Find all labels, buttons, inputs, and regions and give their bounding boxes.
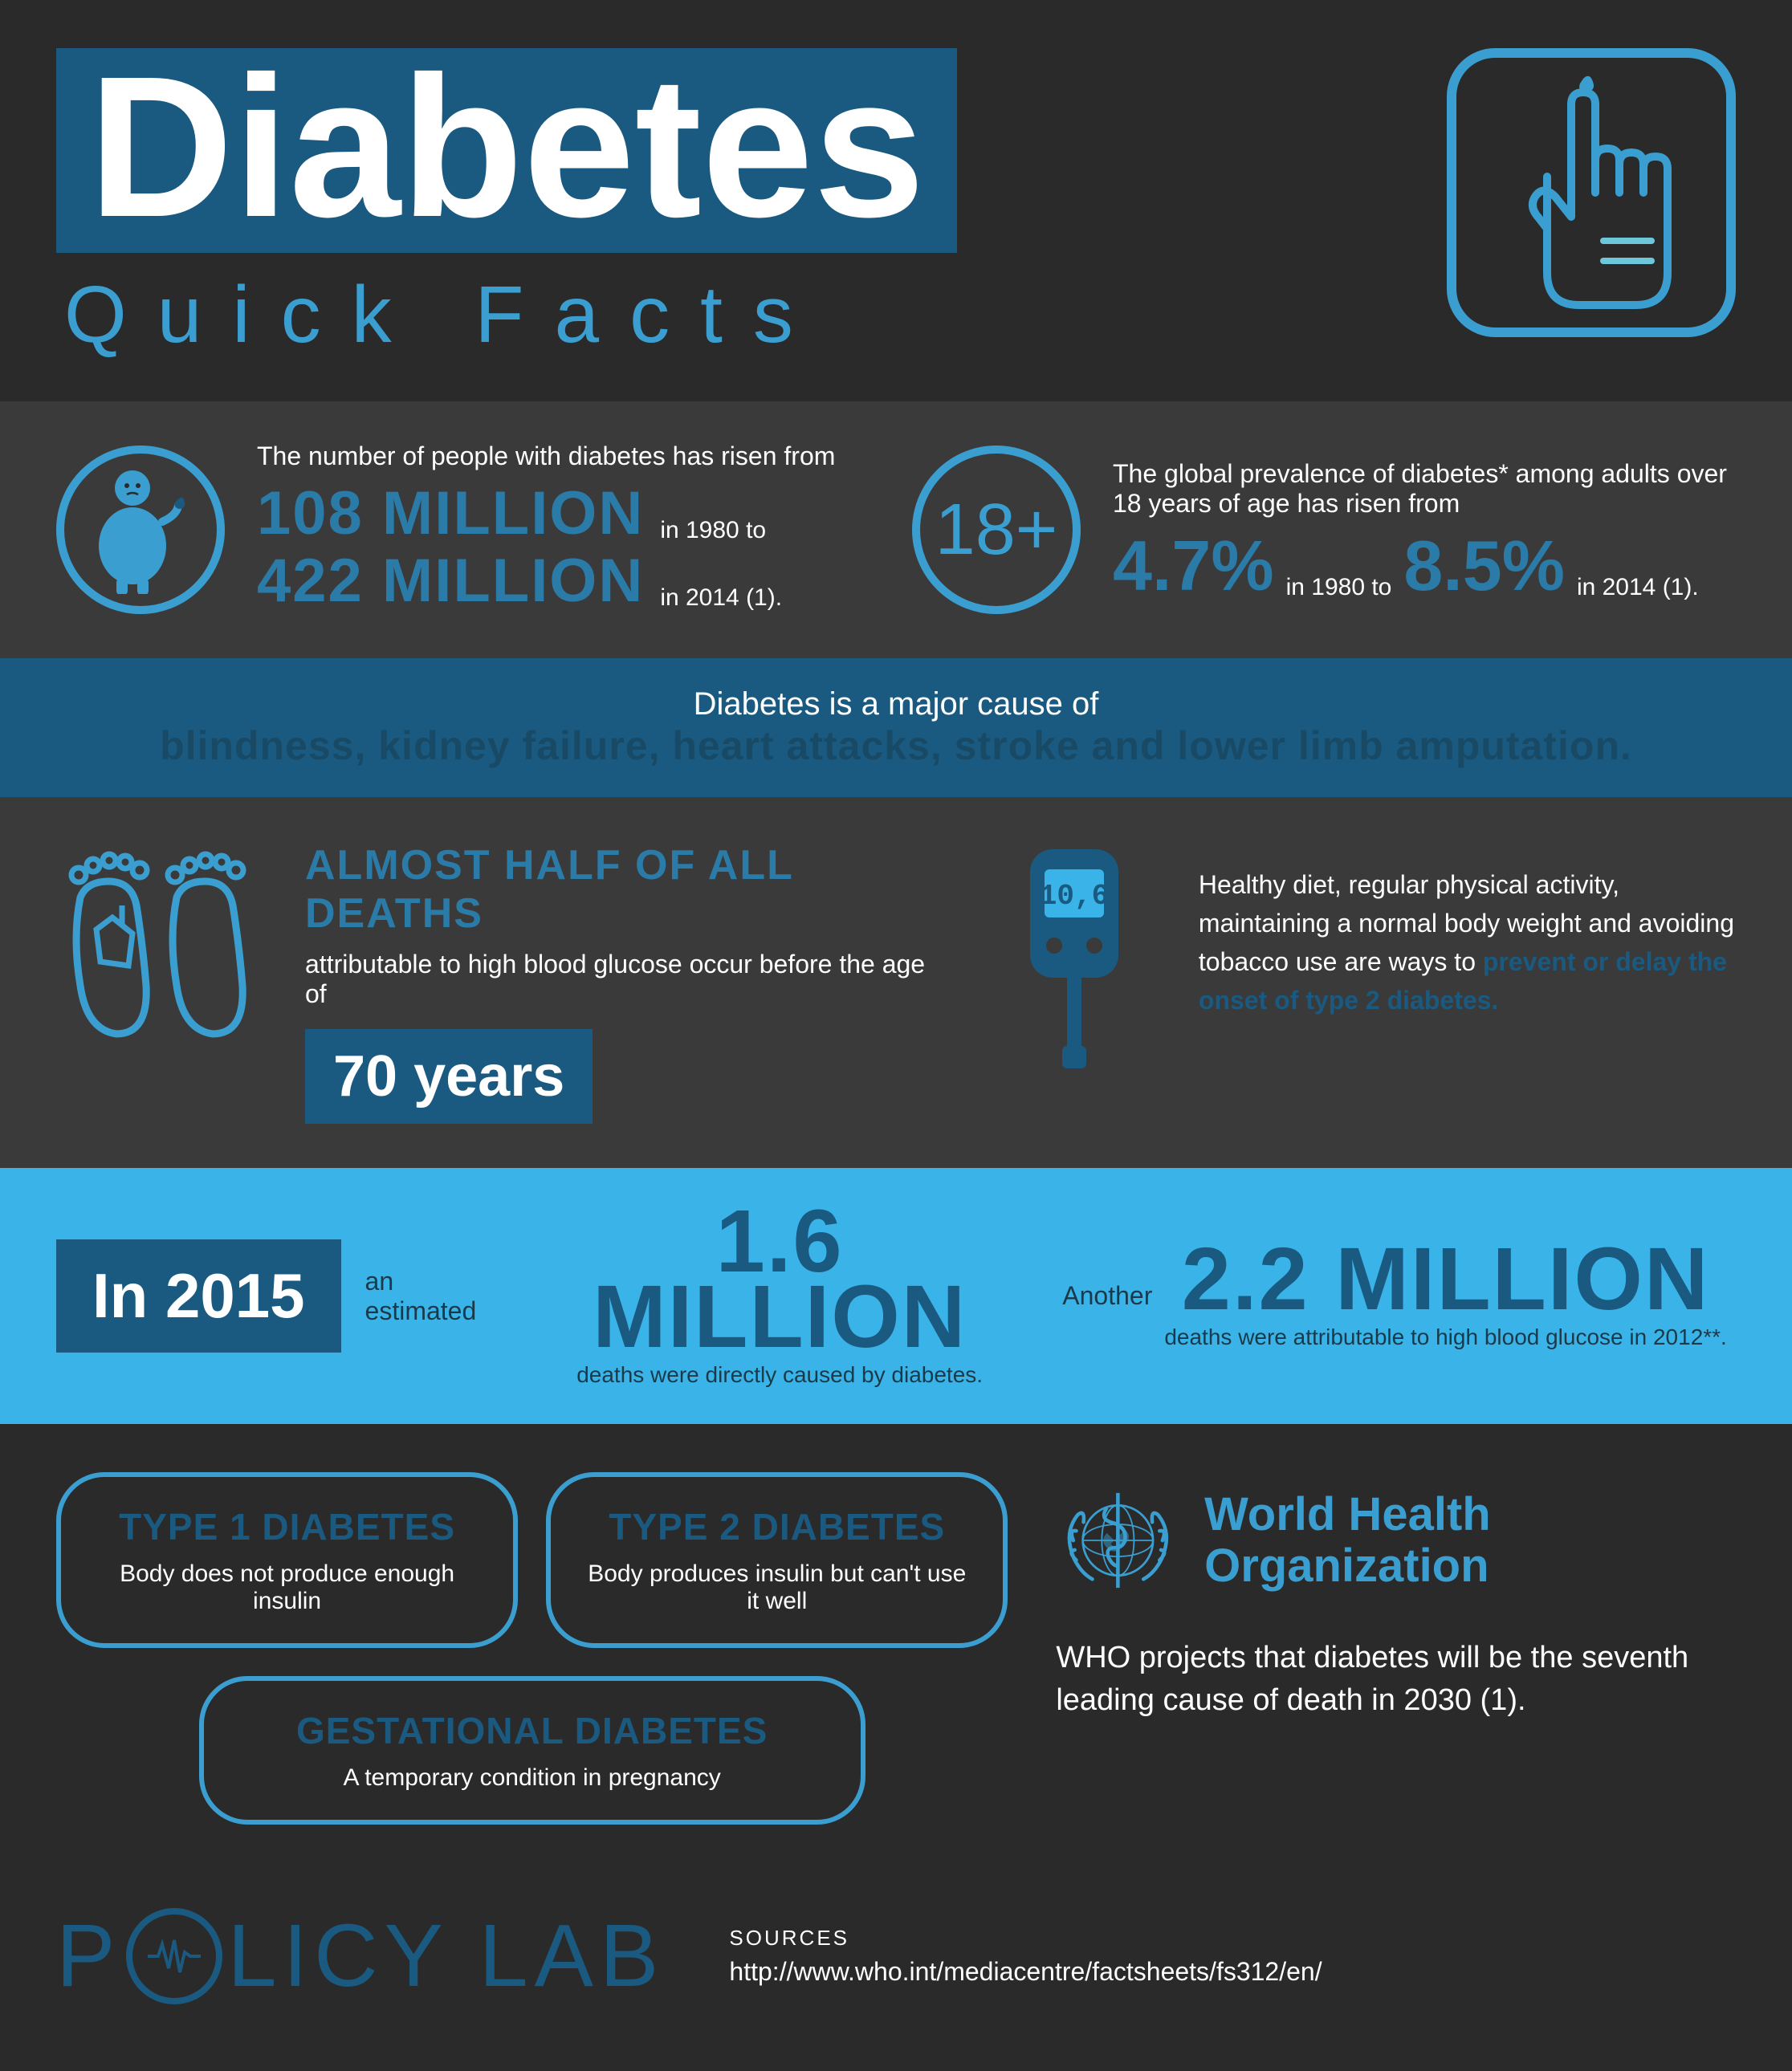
policy-lab-logo: P LICY LAB: [56, 1905, 665, 2007]
overweight-person-icon: [88, 466, 193, 594]
type3-desc: A temporary condition in pregnancy: [240, 1764, 825, 1792]
cause-list: blindness, kidney failure, heart attacks…: [24, 722, 1768, 769]
logo-part2: LICY LAB: [227, 1905, 665, 2007]
glucose-meter-svg: 10,6: [1014, 841, 1134, 1074]
hand-icon-box: [1447, 48, 1736, 337]
deaths-section: ALMOST HALF OF ALL DEATHS attributable t…: [0, 797, 1792, 1168]
types-section: TYPE 1 DIABETES Body does not produce en…: [0, 1424, 1792, 1873]
stat-422m-sfx: in 2014 (1).: [660, 584, 782, 612]
type1-pill: TYPE 1 DIABETES Body does not produce en…: [56, 1472, 518, 1648]
sources-block: SOURCES http://www.who.int/mediacentre/f…: [729, 1926, 1322, 1987]
band-sub2: deaths were attributable to high blood g…: [1164, 1324, 1727, 1350]
band-big2: 2.2 MILLION: [1164, 1242, 1727, 1317]
stat-lead-people: The number of people with diabetes has r…: [257, 441, 880, 471]
band-cell-1: an estimated 1.6 MILLION deaths were dir…: [365, 1204, 1039, 1388]
stat-422m: 422 MILLION: [257, 551, 644, 612]
years-box: 70 years: [305, 1029, 593, 1124]
header-left: Diabetes Quick Facts: [56, 48, 1415, 361]
stats-section: The number of people with diabetes has r…: [0, 401, 1792, 658]
subtitle: Quick Facts: [64, 269, 1415, 361]
main-title: Diabetes: [88, 56, 925, 237]
band-2015: In 2015 an estimated 1.6 MILLION deaths …: [0, 1168, 1792, 1424]
who-header: World Health Organization: [1056, 1472, 1736, 1609]
stat-85pct-sfx: in 2014 (1).: [1577, 574, 1699, 601]
sources-label: SOURCES: [729, 1926, 1322, 1951]
svg-text:10,6: 10,6: [1040, 880, 1109, 913]
glucose-meter-icon: 10,6: [1014, 841, 1134, 1078]
type3-pill: GESTATIONAL DIABETES A temporary conditi…: [199, 1676, 865, 1825]
feet-icon: [56, 841, 265, 1054]
type3-title: GESTATIONAL DIABETES: [240, 1709, 825, 1752]
cause-lead: Diabetes is a major cause of: [24, 686, 1768, 722]
band-cell-2: Another 2.2 MILLION deaths were attribut…: [1062, 1242, 1736, 1351]
healthy-text-block: Healthy diet, regular physical activity,…: [1199, 841, 1736, 1019]
band-t1a: an estimated: [365, 1267, 510, 1326]
type2-title: TYPE 2 DIABETES: [587, 1505, 967, 1548]
stat-85pct: 8.5%: [1403, 531, 1565, 601]
deaths-headline: ALMOST HALF OF ALL DEATHS: [305, 841, 950, 938]
type2-pill: TYPE 2 DIABETES Body produces insulin bu…: [546, 1472, 1008, 1648]
person-icon-circle: [56, 446, 225, 614]
header-section: Diabetes Quick Facts: [0, 0, 1792, 401]
stat-108m-sfx: in 1980 to: [660, 517, 766, 544]
deaths-text-block: ALMOST HALF OF ALL DEATHS attributable t…: [305, 841, 950, 1124]
stat-block-prevalence: The global prevalence of diabetes* among…: [1113, 459, 1736, 601]
stat-108m: 108 MILLION: [257, 483, 644, 544]
heartbeat-icon: [146, 1936, 202, 1976]
stat-47pct-sfx: in 1980 to: [1286, 574, 1392, 601]
eighteen-plus-circle: 18+: [912, 446, 1081, 614]
stat-47pct: 4.7%: [1113, 531, 1274, 601]
types-right: World Health Organization WHO projects t…: [1056, 1472, 1736, 1825]
cause-band: Diabetes is a major cause of blindness, …: [0, 658, 1792, 797]
stat-block-people: The number of people with diabetes has r…: [257, 441, 880, 618]
hand-blood-drop-icon: [1487, 72, 1696, 313]
types-left: TYPE 1 DIABETES Body does not produce en…: [56, 1472, 1008, 1825]
band-t2a: Another: [1062, 1281, 1152, 1311]
logo-part1: P: [56, 1905, 121, 2007]
who-projection: WHO projects that diabetes will be the s…: [1056, 1637, 1736, 1722]
type1-desc: Body does not produce enough insulin: [97, 1560, 477, 1615]
stat-lead-prevalence: The global prevalence of diabetes* among…: [1113, 459, 1736, 519]
infographic-page: Diabetes Quick Facts: [0, 0, 1792, 2071]
deaths-sub: attributable to high blood glucose occur…: [305, 950, 950, 1009]
band-big1: 1.6 MILLION: [521, 1204, 1038, 1354]
who-name: World Health Organization: [1204, 1489, 1736, 1592]
who-logo-icon: [1056, 1472, 1180, 1609]
type1-title: TYPE 1 DIABETES: [97, 1505, 477, 1548]
eighteen-plus-text: 18+: [935, 489, 1058, 572]
type2-desc: Body produces insulin but can't use it w…: [587, 1560, 967, 1615]
year-box: In 2015: [56, 1239, 341, 1353]
band-sub1: deaths were directly caused by diabetes.: [521, 1362, 1038, 1388]
logo-o-icon: [126, 1908, 222, 2004]
sources-url: http://www.who.int/mediacentre/factsheet…: [729, 1957, 1322, 1987]
title-box: Diabetes: [56, 48, 957, 253]
footer-section: P LICY LAB SOURCES http://www.who.int/me…: [0, 1873, 1792, 2071]
feet-svg-icon: [56, 841, 265, 1050]
